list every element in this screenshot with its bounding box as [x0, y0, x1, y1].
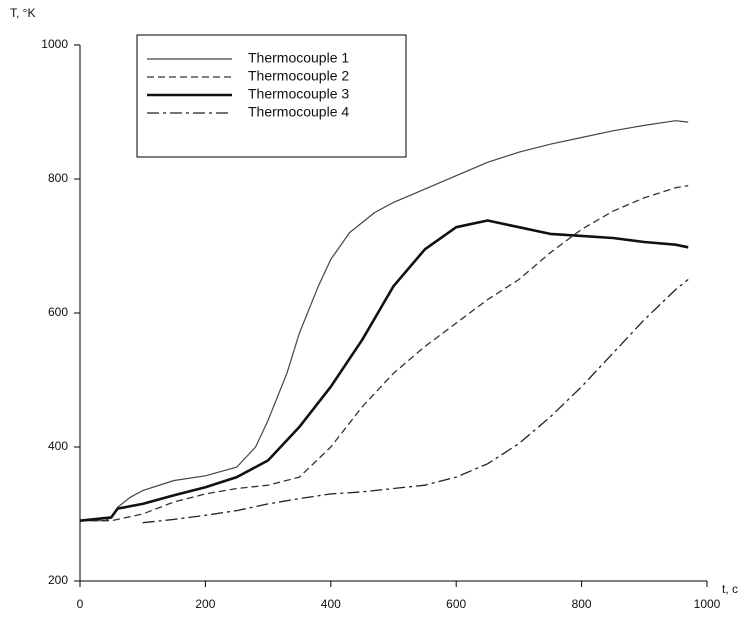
x-tick-label: 800 — [572, 597, 592, 611]
legend-label: Thermocouple 1 — [248, 50, 349, 66]
y-tick-label: 200 — [48, 573, 68, 587]
series-line — [80, 185, 689, 522]
legend-label: Thermocouple 4 — [248, 104, 349, 120]
x-tick-label: 600 — [446, 597, 466, 611]
x-tick-label: 1000 — [694, 597, 721, 611]
x-axis-label: t, c — [722, 582, 738, 596]
x-tick-label: 200 — [195, 597, 215, 611]
y-tick-label: 400 — [48, 439, 68, 453]
legend-label: Thermocouple 2 — [248, 68, 349, 84]
legend-label: Thermocouple 3 — [248, 86, 349, 102]
series-line — [80, 120, 689, 522]
x-tick-label: 0 — [77, 597, 84, 611]
x-tick-label: 400 — [321, 597, 341, 611]
y-axis-label: T, °K — [10, 6, 35, 20]
y-tick-label: 1000 — [41, 37, 68, 51]
series-line — [142, 278, 689, 524]
y-tick-label: 800 — [48, 171, 68, 185]
y-tick-label: 600 — [48, 305, 68, 319]
series-line — [79, 219, 689, 522]
